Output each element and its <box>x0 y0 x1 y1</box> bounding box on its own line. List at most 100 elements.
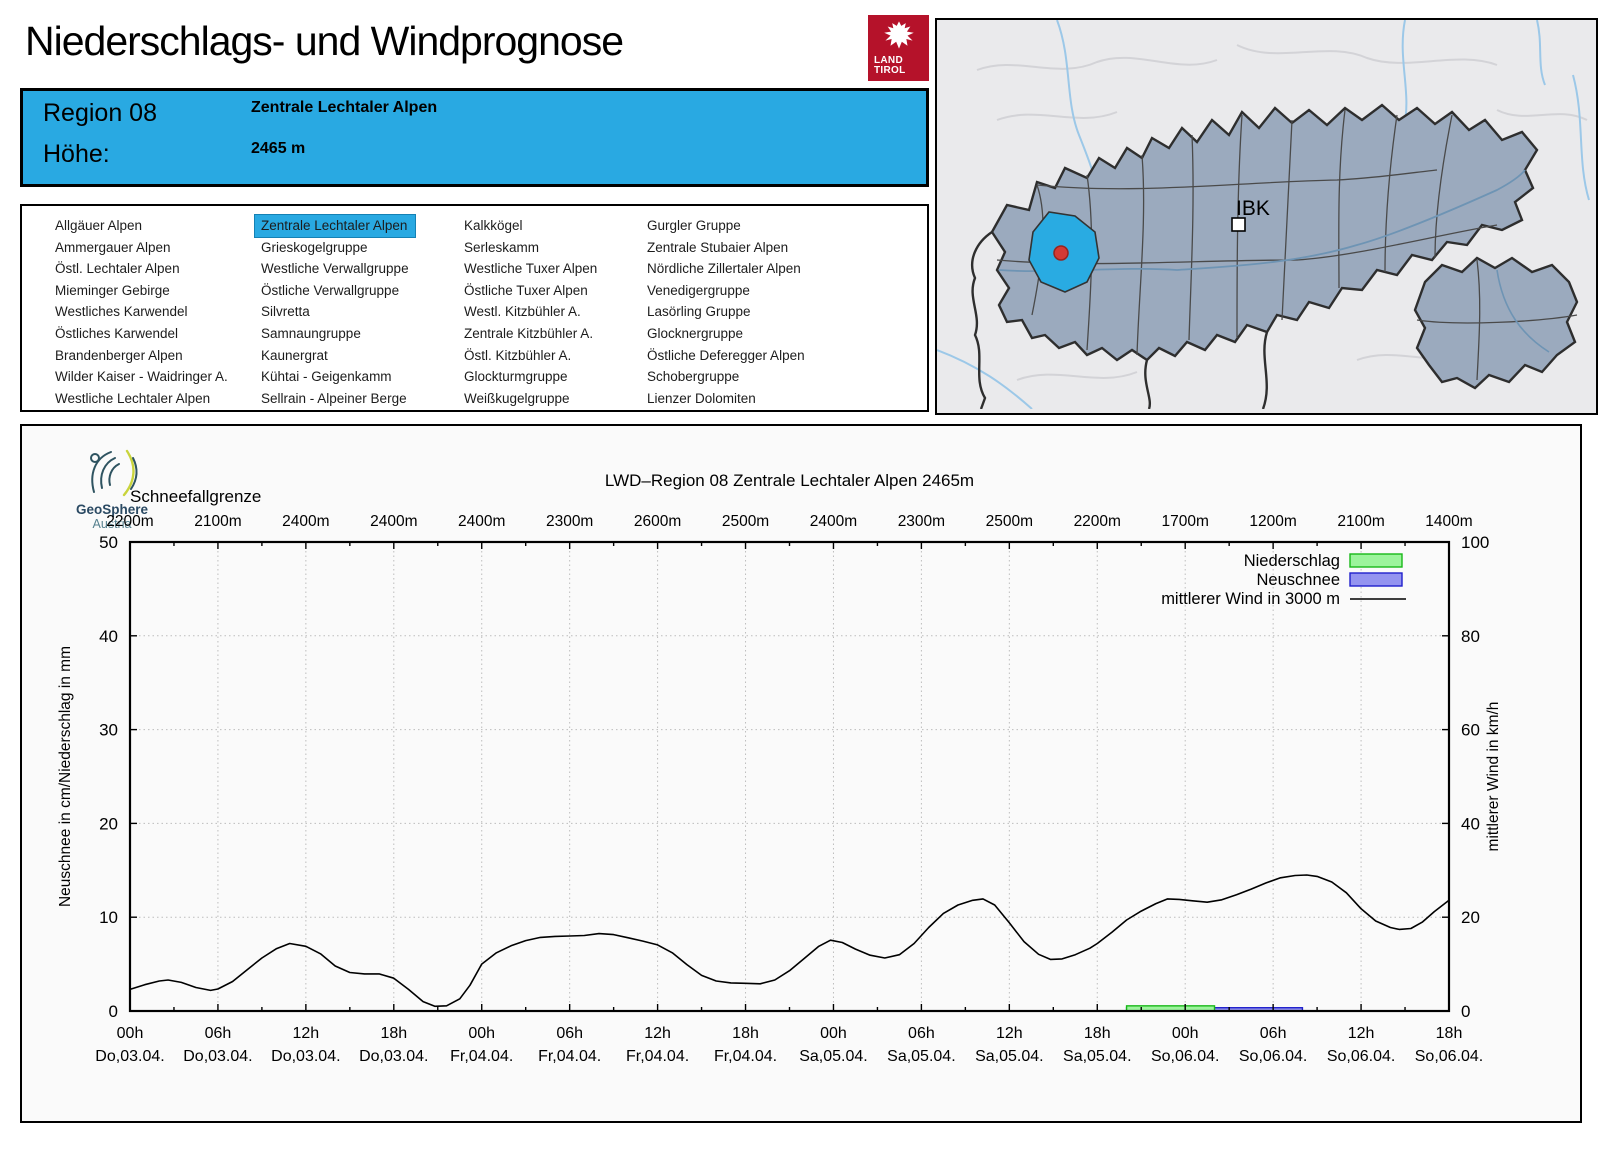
svg-text:00h: 00h <box>468 1025 495 1042</box>
region-column-1: Allgäuer Alpen Ammergauer Alpen Östl. Lech… <box>49 215 234 409</box>
region-list-item[interactable]: Östliche Deferegger Alpen <box>647 347 805 363</box>
svg-text:Fr,04.04.: Fr,04.04. <box>626 1048 689 1065</box>
svg-text:2400m: 2400m <box>370 513 417 530</box>
region-list-item[interactable]: Kühtai - Geigenkamm <box>261 369 392 385</box>
svg-text:Sa,05.04.: Sa,05.04. <box>887 1048 956 1065</box>
region-list-item[interactable]: Zentrale Lechtaler Alpen <box>254 214 416 238</box>
region-list-item[interactable]: Mieminger Gebirge <box>55 282 170 298</box>
land-tirol-logo-text: LAND TIROL <box>874 55 906 76</box>
region-list-item[interactable]: Weißkugelgruppe <box>464 390 570 406</box>
svg-text:So,06.04.: So,06.04. <box>1415 1048 1484 1065</box>
region-list-item[interactable]: Östl. Kitzbühler A. <box>464 347 572 363</box>
height-value: 2465 m <box>251 140 306 157</box>
svg-text:00h: 00h <box>117 1025 144 1042</box>
svg-text:1400m: 1400m <box>1425 513 1472 530</box>
svg-text:2400m: 2400m <box>458 513 505 530</box>
region-list-item[interactable]: Nördliche Zillertaler Alpen <box>647 261 801 277</box>
region-list-item[interactable]: Grieskogelgruppe <box>261 239 368 255</box>
svg-text:100: 100 <box>1461 533 1489 552</box>
svg-text:12h: 12h <box>996 1025 1023 1042</box>
region-list-item[interactable]: Zentrale Kitzbühler A. <box>464 325 594 341</box>
region-list-item[interactable]: Silvretta <box>261 304 310 320</box>
svg-text:12h: 12h <box>1348 1025 1375 1042</box>
svg-text:18h: 18h <box>380 1025 407 1042</box>
geosphere-logo: GeoSphere Austria <box>57 448 167 531</box>
svg-text:18h: 18h <box>1436 1025 1463 1042</box>
ibk-marker <box>1231 217 1246 232</box>
region-column-2: Zentrale Lechtaler Alpen Grieskogelgruppe… <box>254 214 416 409</box>
height-label: Höhe: <box>43 140 110 168</box>
svg-text:06h: 06h <box>556 1025 583 1042</box>
svg-text:Do,03.04.: Do,03.04. <box>183 1048 252 1065</box>
region-list-item[interactable]: Allgäuer Alpen <box>55 218 143 233</box>
svg-text:Fr,04.04.: Fr,04.04. <box>538 1048 601 1065</box>
y-right-title: mittlerer Wind in km/h <box>1485 702 1502 852</box>
region-list-item[interactable]: Westliche Verwallgruppe <box>261 261 409 277</box>
svg-text:2400m: 2400m <box>810 513 857 530</box>
svg-text:Fr,04.04.: Fr,04.04. <box>450 1048 513 1065</box>
svg-text:80: 80 <box>1461 627 1480 646</box>
region-list: Allgäuer Alpen Ammergauer Alpen Östl. Lech… <box>20 204 929 412</box>
svg-text:50: 50 <box>99 533 118 552</box>
region-list-item[interactable]: Zentrale Stubaier Alpen <box>647 239 789 255</box>
svg-text:20: 20 <box>99 814 118 833</box>
geosphere-country: Austria <box>92 517 132 531</box>
region-list-item[interactable]: Östliche Verwallgruppe <box>261 282 400 298</box>
svg-text:2200m: 2200m <box>1074 513 1121 530</box>
svg-text:10: 10 <box>99 908 118 927</box>
axis-ticks <box>129 542 1450 1011</box>
svg-text:Sa,05.04.: Sa,05.04. <box>1063 1048 1132 1065</box>
region-list-item[interactable]: Östl. Lechtaler Alpen <box>55 261 180 277</box>
svg-text:00h: 00h <box>1172 1025 1199 1042</box>
region-list-item[interactable]: Östliche Tuxer Alpen <box>464 282 588 298</box>
forecast-chart-panel: GeoSphere Austria 0 10 20 30 40 50 0 20 40 60 80 10… <box>20 424 1582 1123</box>
svg-text:mittlerer Wind in 3000 m: mittlerer Wind in 3000 m <box>1161 590 1340 608</box>
region-list-item[interactable]: Westliche Lechtaler Alpen <box>55 390 211 406</box>
region-list-item[interactable]: Glocknergruppe <box>647 325 744 341</box>
east-tirol-cluster[interactable] <box>1413 256 1579 390</box>
region-marker-dot <box>1053 245 1069 261</box>
svg-text:18h: 18h <box>732 1025 759 1042</box>
svg-text:60: 60 <box>1461 721 1480 740</box>
region-list-item[interactable]: Gurgler Gruppe <box>647 218 741 233</box>
region-list-item[interactable]: Venedigergruppe <box>647 282 750 298</box>
svg-text:So,06.04.: So,06.04. <box>1151 1048 1220 1065</box>
svg-text:2300m: 2300m <box>546 513 593 530</box>
svg-text:Fr,04.04.: Fr,04.04. <box>714 1048 777 1065</box>
svg-text:40: 40 <box>1461 814 1480 833</box>
region-list-item[interactable]: Sellrain - Alpeiner Berge <box>261 390 407 406</box>
region-list-item[interactable]: Glockturmgruppe <box>464 369 568 385</box>
region-list-item[interactable]: Lasörling Gruppe <box>647 304 751 320</box>
wind-line <box>129 874 1450 1008</box>
region-list-item[interactable]: Lienzer Dolomiten <box>647 390 756 406</box>
svg-text:1700m: 1700m <box>1161 513 1208 530</box>
svg-text:06h: 06h <box>908 1025 935 1042</box>
region-list-item[interactable]: Serleskamm <box>464 239 540 255</box>
region-list-item[interactable]: Westl. Kitzbühler A. <box>464 304 581 320</box>
region-list-item[interactable]: Brandenberger Alpen <box>55 347 183 363</box>
region-list-item[interactable]: Kalkkögel <box>464 218 523 233</box>
region-list-item[interactable]: Östliches Karwendel <box>55 325 179 341</box>
ibk-label: IBK <box>1236 197 1270 220</box>
svg-text:2400m: 2400m <box>282 513 329 530</box>
region-list-item[interactable]: Samnaungruppe <box>261 325 361 341</box>
region-list-item[interactable]: Kaunergrat <box>261 347 328 363</box>
svg-text:0: 0 <box>109 1002 118 1021</box>
region-cluster[interactable] <box>990 103 1539 362</box>
region-list-item[interactable]: Wilder Kaiser - Waidringer A. <box>55 369 228 385</box>
region-list-item[interactable]: Ammergauer Alpen <box>55 239 171 255</box>
svg-text:06h: 06h <box>1260 1025 1287 1042</box>
svg-text:So,06.04.: So,06.04. <box>1327 1048 1396 1065</box>
svg-text:Niederschlag: Niederschlag <box>1244 552 1340 570</box>
region-list-item[interactable]: Westliche Tuxer Alpen <box>464 261 598 277</box>
tirol-overview-map[interactable]: IBK <box>935 18 1598 415</box>
plot-border <box>128 540 1451 1013</box>
svg-text:18h: 18h <box>1084 1025 1111 1042</box>
svg-text:Sa,05.04.: Sa,05.04. <box>799 1048 868 1065</box>
geosphere-name: GeoSphere <box>75 502 149 517</box>
page-title: Niederschlags- und Windprognose <box>25 18 624 64</box>
region-list-item[interactable]: Schobergruppe <box>647 369 740 385</box>
land-tirol-logo: LAND TIROL <box>868 15 929 81</box>
axis-labels: 0 10 20 30 40 50 0 20 40 60 80 100 00h 06h 12h 18h 00h 06… <box>57 471 1502 1065</box>
region-list-item[interactable]: Westliches Karwendel <box>55 304 188 320</box>
